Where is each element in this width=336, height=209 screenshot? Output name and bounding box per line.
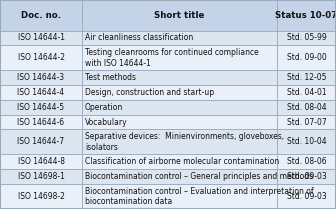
- Text: Std. 05-99: Std. 05-99: [287, 33, 326, 42]
- Bar: [0, 85, 82, 100]
- Bar: [277, 0, 336, 31]
- Text: Std. 08-06: Std. 08-06: [287, 157, 326, 166]
- Bar: [82, 0, 277, 31]
- Bar: [82, 115, 277, 129]
- Bar: [82, 31, 277, 45]
- Bar: [0, 100, 82, 115]
- Text: ISO 14644-4: ISO 14644-4: [17, 88, 65, 97]
- Text: ISO 14644-8: ISO 14644-8: [17, 157, 65, 166]
- Bar: [0, 31, 82, 45]
- Bar: [82, 154, 277, 169]
- Text: ISO 14644-5: ISO 14644-5: [17, 103, 65, 112]
- Bar: [277, 100, 336, 115]
- Bar: [277, 31, 336, 45]
- Text: ISO 14644-2: ISO 14644-2: [17, 53, 65, 62]
- Bar: [0, 70, 82, 85]
- Bar: [277, 154, 336, 169]
- Bar: [0, 184, 82, 209]
- Text: Test methods: Test methods: [85, 73, 136, 82]
- Text: Std. 09-03: Std. 09-03: [287, 172, 326, 181]
- Text: Status 10-07: Status 10-07: [276, 11, 336, 20]
- Bar: [277, 169, 336, 184]
- Bar: [82, 85, 277, 100]
- Text: ISO 14644-1: ISO 14644-1: [17, 33, 65, 42]
- Bar: [277, 85, 336, 100]
- Bar: [82, 70, 277, 85]
- Text: ISO 14644-7: ISO 14644-7: [17, 138, 65, 147]
- Text: Separative devices:  Minienvironments, gloveboxes,
isolators: Separative devices: Minienvironments, gl…: [85, 132, 284, 152]
- Bar: [82, 169, 277, 184]
- Text: Std. 10-04: Std. 10-04: [287, 138, 326, 147]
- Text: ISO 14698-1: ISO 14698-1: [17, 172, 65, 181]
- Text: ISO 14644-6: ISO 14644-6: [17, 118, 65, 127]
- Text: ISO 14698-2: ISO 14698-2: [17, 192, 65, 201]
- Bar: [277, 115, 336, 129]
- Text: Vocabulary: Vocabulary: [85, 118, 128, 127]
- Bar: [277, 184, 336, 209]
- Text: Design, construction and start-up: Design, construction and start-up: [85, 88, 214, 97]
- Text: Doc. no.: Doc. no.: [21, 11, 61, 20]
- Text: Biocontamination control – General principles and methods: Biocontamination control – General princ…: [85, 172, 313, 181]
- Text: Std. 07-07: Std. 07-07: [287, 118, 326, 127]
- Text: Std. 08-04: Std. 08-04: [287, 103, 326, 112]
- Bar: [82, 184, 277, 209]
- Bar: [82, 129, 277, 154]
- Bar: [82, 100, 277, 115]
- Bar: [82, 45, 277, 70]
- Text: ISO 14644-3: ISO 14644-3: [17, 73, 65, 82]
- Bar: [277, 70, 336, 85]
- Bar: [277, 129, 336, 154]
- Text: Classification of airborne molecular contamination: Classification of airborne molecular con…: [85, 157, 279, 166]
- Text: Operation: Operation: [85, 103, 123, 112]
- Text: Std. 09-03: Std. 09-03: [287, 192, 326, 201]
- Bar: [0, 129, 82, 154]
- Text: Short title: Short title: [154, 11, 205, 20]
- Text: Air cleanliness classification: Air cleanliness classification: [85, 33, 193, 42]
- Bar: [0, 169, 82, 184]
- Text: Std. 09-00: Std. 09-00: [287, 53, 326, 62]
- Bar: [0, 0, 82, 31]
- Text: Biocontamination control – Evaluation and interpretation of
biocontamination dat: Biocontamination control – Evaluation an…: [85, 187, 313, 206]
- Bar: [0, 154, 82, 169]
- Bar: [0, 115, 82, 129]
- Text: Std. 12-05: Std. 12-05: [287, 73, 326, 82]
- Bar: [0, 45, 82, 70]
- Text: Std. 04-01: Std. 04-01: [287, 88, 326, 97]
- Text: Testing cleanrooms for continued compliance
with ISO 14644-1: Testing cleanrooms for continued complia…: [85, 48, 259, 68]
- Bar: [277, 45, 336, 70]
